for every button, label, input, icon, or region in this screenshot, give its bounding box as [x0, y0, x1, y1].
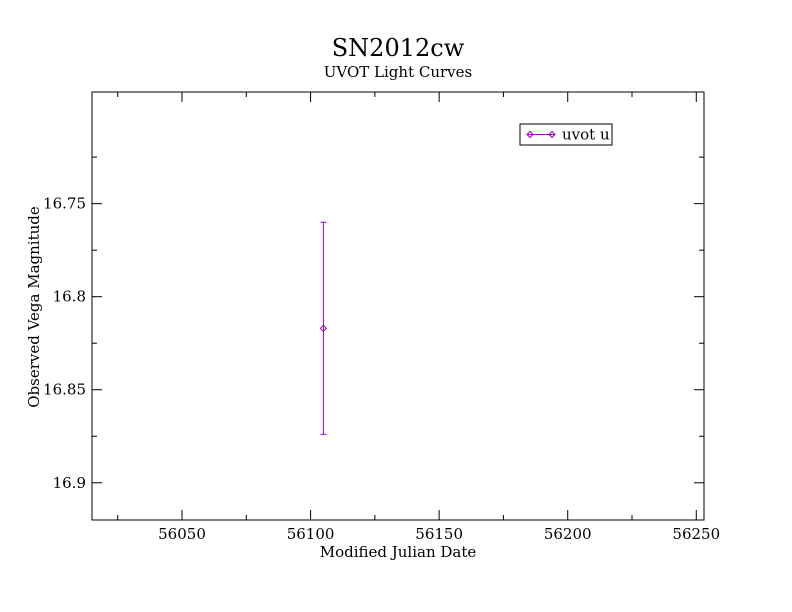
data-point	[319, 324, 328, 333]
y-tick-label: 16.75	[43, 195, 86, 213]
x-tick-label: 56050	[158, 525, 206, 543]
x-axis-label: Modified Julian Date	[320, 543, 477, 561]
x-tick-label: 56150	[415, 525, 463, 543]
y-tick-label: 16.9	[53, 474, 86, 492]
series-layer	[319, 221, 328, 435]
y-tick-label: 16.8	[53, 288, 86, 306]
legend-box	[519, 123, 613, 146]
legend-label: uvot u	[562, 126, 610, 144]
y-axis: 16.75 16.8 16.85 16.9	[43, 156, 704, 492]
y-tick-label: 16.85	[43, 381, 86, 399]
chart-title: SN2012cw	[332, 34, 465, 62]
x-tick-label: 56200	[544, 525, 592, 543]
x-axis: 56050 56100 56150 56200 56250	[117, 92, 720, 543]
chart-subtitle: UVOT Light Curves	[324, 63, 472, 81]
x-tick-label: 56250	[672, 525, 720, 543]
plot-frame	[91, 91, 705, 521]
legend-marker	[548, 130, 556, 139]
x-tick-label: 56100	[287, 525, 335, 543]
y-axis-label: Observed Vega Magnitude	[25, 206, 43, 408]
legend: uvot u	[519, 123, 613, 146]
legend-marker	[526, 130, 534, 139]
